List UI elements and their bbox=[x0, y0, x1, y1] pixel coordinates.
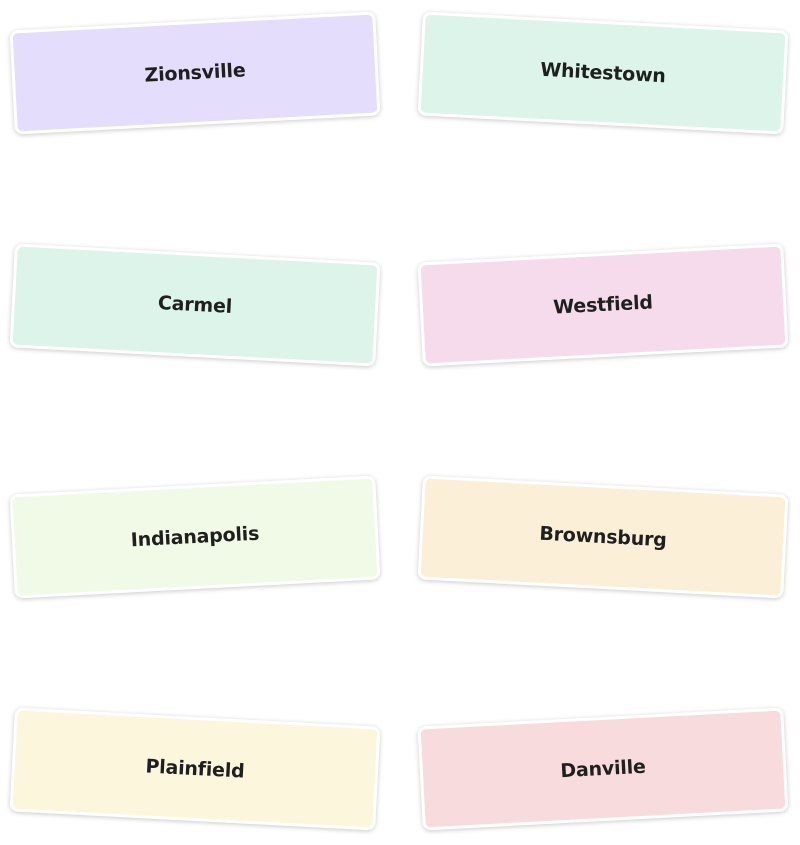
card-whitestown[interactable]: Whitestown bbox=[417, 11, 789, 135]
card-westfield[interactable]: Westfield bbox=[417, 243, 789, 367]
card-label: Westfield bbox=[552, 291, 654, 319]
card-label: Plainfield bbox=[144, 755, 246, 783]
card-label: Zionsville bbox=[143, 59, 247, 87]
card-label: Brownsburg bbox=[538, 522, 668, 552]
card-plainfield[interactable]: Plainfield bbox=[9, 707, 381, 831]
card-indianapolis[interactable]: Indianapolis bbox=[9, 475, 381, 599]
card-label: Carmel bbox=[157, 292, 233, 318]
card-label: Indianapolis bbox=[130, 522, 260, 552]
card-label: Whitestown bbox=[539, 58, 667, 88]
card-zionsville[interactable]: Zionsville bbox=[9, 11, 381, 135]
card-brownsburg[interactable]: Brownsburg bbox=[417, 475, 789, 599]
card-danville[interactable]: Danville bbox=[417, 707, 789, 831]
card-label: Danville bbox=[559, 755, 647, 783]
card-carmel[interactable]: Carmel bbox=[9, 243, 381, 367]
